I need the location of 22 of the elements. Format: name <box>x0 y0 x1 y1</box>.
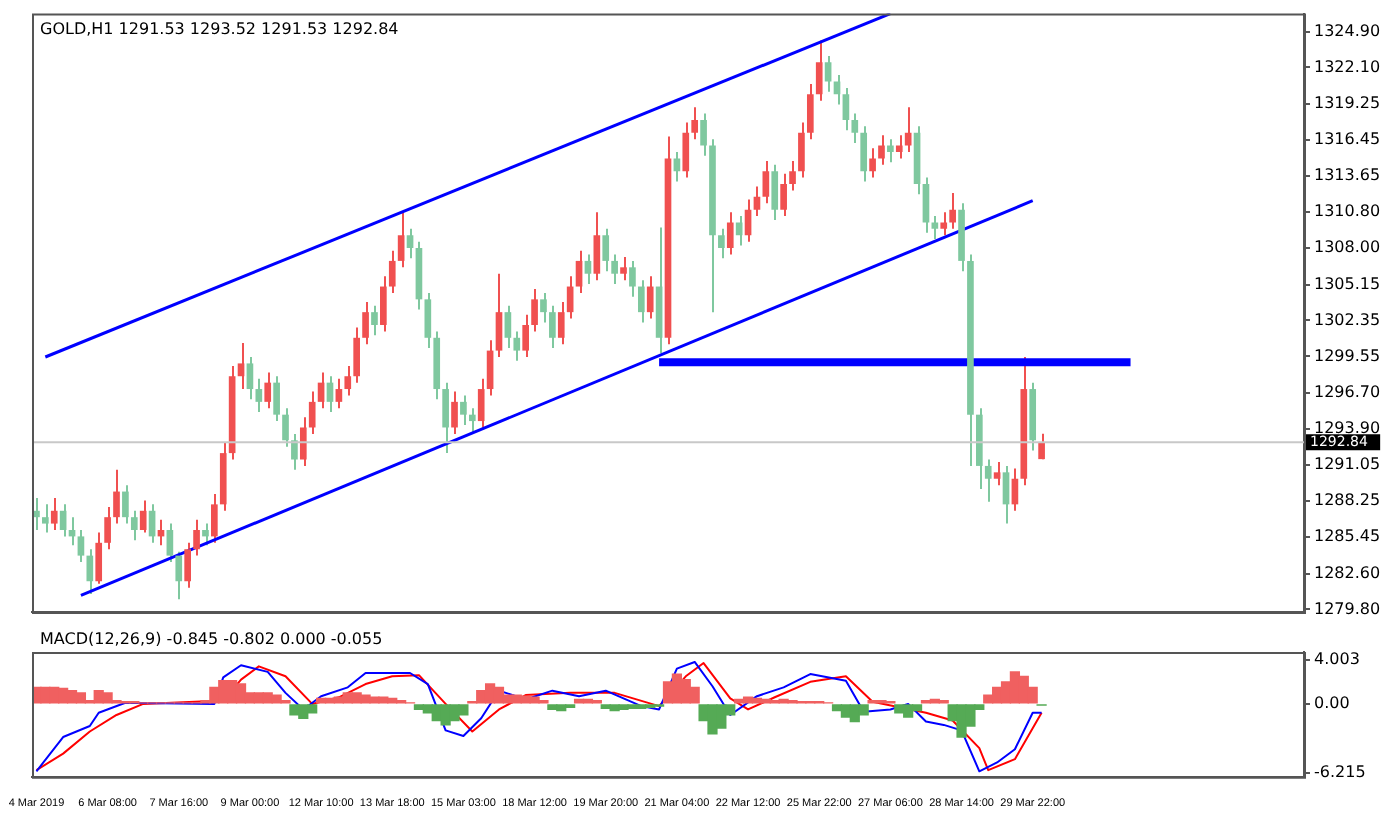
y-tick-label: 1293.90 <box>1314 418 1381 437</box>
y-tick-label: -6.215 <box>1314 762 1366 781</box>
y-tick-label: 1296.70 <box>1314 383 1381 402</box>
y-tick-label: 1291.05 <box>1314 455 1381 474</box>
y-tick-label: 1302.35 <box>1314 310 1381 329</box>
y-tick-label: 1319.25 <box>1314 94 1381 113</box>
y-tick-label: 1285.45 <box>1314 527 1381 546</box>
y-tick-label: 0.00 <box>1314 694 1350 713</box>
y-tick-label: 1305.15 <box>1314 274 1381 293</box>
y-tick-label: 1279.80 <box>1314 599 1381 618</box>
y-tick-label: 1324.90 <box>1314 21 1381 40</box>
y-tick-label: 1316.45 <box>1314 129 1381 148</box>
y-tick-label: 1282.60 <box>1314 563 1381 582</box>
y-tick-label: 1308.00 <box>1314 238 1381 257</box>
y-tick-label: 1310.80 <box>1314 202 1381 221</box>
y-tick-label: 1313.65 <box>1314 165 1381 184</box>
chart-title: GOLD,H1 1291.53 1293.52 1291.53 1292.84 <box>40 19 399 38</box>
y-tick-label: 1299.55 <box>1314 346 1381 365</box>
chart-title: MACD(12,26,9) -0.845 -0.802 0.000 -0.055 <box>40 630 383 649</box>
y-tick-label: 1322.10 <box>1314 57 1381 76</box>
y-tick-label: 1288.25 <box>1314 491 1381 510</box>
y-tick-label: 4.003 <box>1314 649 1360 668</box>
